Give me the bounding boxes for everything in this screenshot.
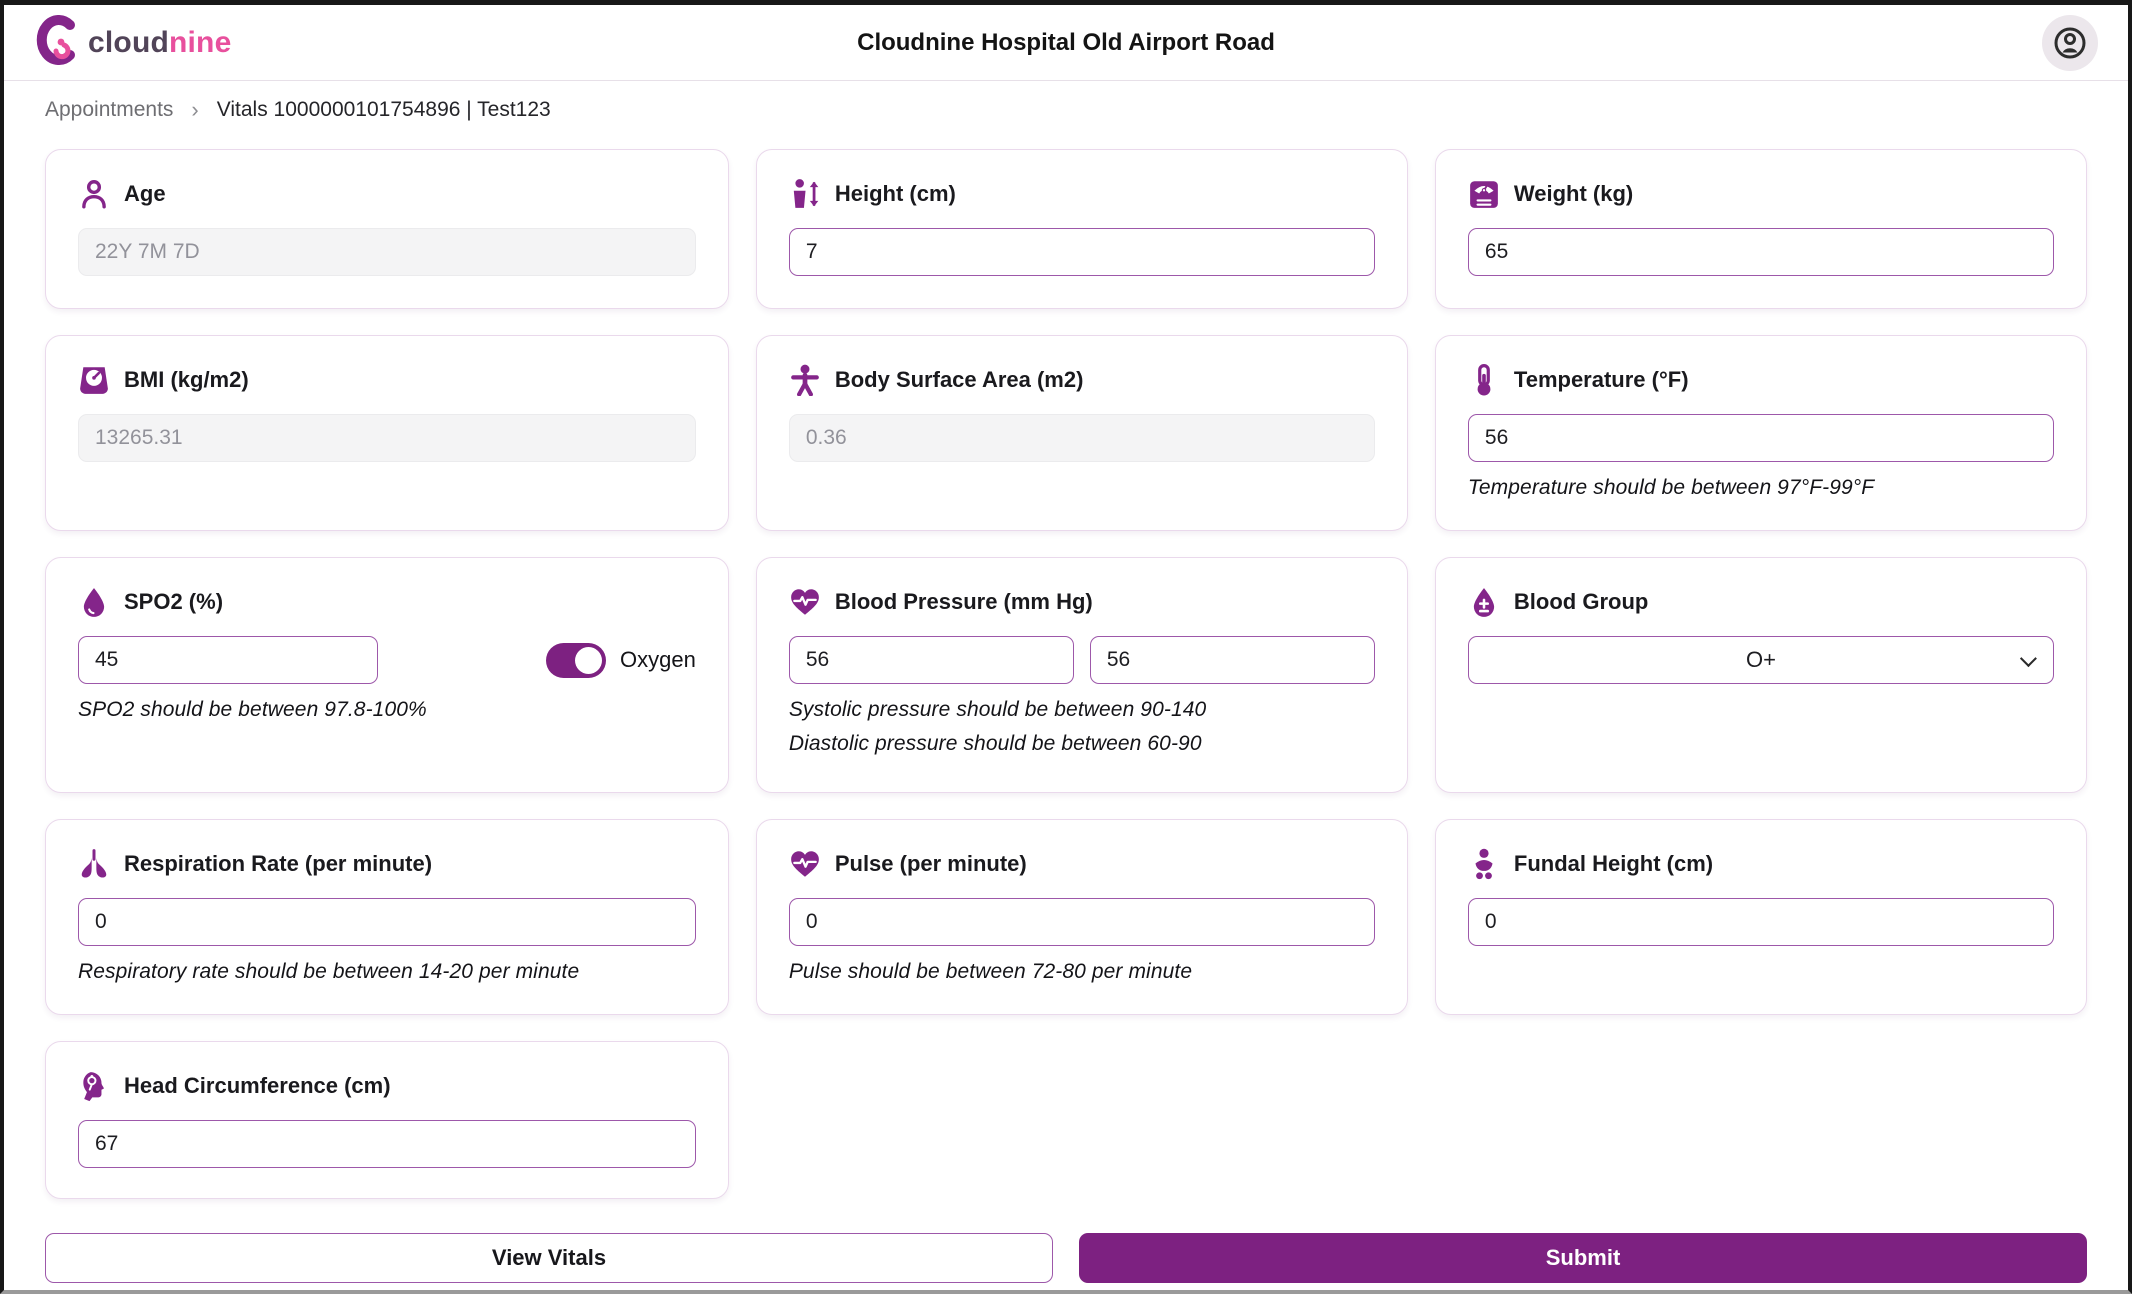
respiration-input[interactable] [78,898,696,946]
breadcrumb-separator-icon: › [191,97,199,122]
spo2-input[interactable] [78,636,378,684]
top-header: cloud nine Cloudnine Hospital Old Airport… [4,5,2128,81]
blood-drop-icon [1473,588,1495,617]
respiration-card: Respiration Rate (per minute) Respirator… [45,819,729,1015]
oxygen-toggle-knob [575,646,602,674]
bmi-gauge-icon [80,367,108,394]
pulse-input[interactable] [788,898,1375,946]
spo2-label: SPO2 (%) [124,589,224,614]
cloudnine-logo-icon [34,15,78,70]
lungs-icon [81,849,107,878]
pulse-label: Pulse (per minute) [834,851,1027,876]
heart-pulse-icon [790,589,819,615]
temperature-input[interactable] [1467,414,2054,462]
form-actions: View Vitals Submit [4,1199,2128,1297]
blood-group-select[interactable]: O+ [1467,636,2054,684]
weight-card: Weight (kg) [1434,149,2087,309]
height-ruler-icon [793,179,819,208]
bsa-input [788,414,1375,462]
blood-group-card: Blood Group O+ [1434,557,2087,793]
spo2-hint: SPO2 should be between 97.8-100% [78,698,427,721]
respiration-hint: Respiratory rate should be between 14-20… [78,960,580,983]
oxygen-toggle[interactable]: Oxygen [546,642,696,678]
head-circumference-input[interactable] [78,1120,696,1168]
height-input[interactable] [788,228,1375,276]
person-icon [82,180,106,209]
oxygen-toggle-track[interactable] [546,642,606,678]
head-circumference-label: Head Circumference (cm) [124,1073,391,1098]
blood-group-value: O+ [1745,647,1776,672]
weight-input[interactable] [1467,228,2054,276]
fundal-height-input[interactable] [1467,898,2054,946]
fundal-height-label: Fundal Height (cm) [1513,851,1714,876]
bmi-label: BMI (kg/m2) [124,367,249,392]
thermometer-icon [1477,364,1491,396]
age-label: Age [124,181,166,206]
droplet-icon [83,588,105,617]
blood-group-label: Blood Group [1513,589,1649,614]
blood-pressure-label: Blood Pressure (mm Hg) [834,589,1093,614]
user-circle-icon [2054,27,2086,58]
pulse-hint: Pulse should be between 72-80 per minute [788,960,1193,983]
breadcrumb: Appointments › Vitals 1000000101754896 |… [4,81,2128,139]
body-icon [790,364,819,396]
age-card: Age [45,149,729,309]
bsa-label: Body Surface Area (m2) [834,367,1084,392]
spo2-card: SPO2 (%) Oxygen SPO2 should be between 9… [45,557,729,793]
brand-wordmark: cloud nine [88,25,232,59]
systolic-hint: Systolic pressure should be between 90-1… [788,698,1207,721]
height-label: Height (cm) [834,181,956,206]
weight-label: Weight (kg) [1513,181,1634,206]
blood-pressure-card: Blood Pressure (mm Hg) Systolic pressure… [755,557,1408,793]
heart-pulse-icon [790,851,819,877]
head-icon [83,1072,104,1102]
vitals-form: Age Height (cm) [4,139,2128,1199]
submit-button[interactable]: Submit [1079,1233,2087,1283]
temperature-hint: Temperature should be between 97°F-99°F [1467,476,1875,499]
breadcrumb-current: Vitals 1000000101754896 | Test123 [216,98,551,121]
age-input [78,228,696,276]
temperature-card: Temperature (°F) Temperature should be b… [1434,335,2087,531]
pulse-card: Pulse (per minute) Pulse should be betwe… [755,819,1408,1015]
view-vitals-button[interactable]: View Vitals [45,1233,1053,1283]
temperature-label: Temperature (°F) [1513,367,1689,392]
fundal-height-card: Fundal Height (cm) [1434,819,2087,1015]
bmi-card: BMI (kg/m2) [45,335,729,531]
cloudnine-logo[interactable]: cloud nine [34,15,454,70]
height-card: Height (cm) [755,149,1408,309]
weighing-scale-icon [1470,181,1498,208]
diastolic-hint: Diastolic pressure should be between 60-… [788,732,1202,755]
oxygen-toggle-label: Oxygen [620,647,696,672]
systolic-input[interactable] [788,636,1074,684]
diastolic-input[interactable] [1089,636,1375,684]
breadcrumb-appointments[interactable]: Appointments [45,98,174,121]
baby-icon [1475,848,1493,880]
user-account-button[interactable] [2042,14,2098,71]
bmi-input [78,414,696,462]
bsa-card: Body Surface Area (m2) [755,335,1408,531]
respiration-label: Respiration Rate (per minute) [124,851,433,876]
page-title: Cloudnine Hospital Old Airport Road [857,28,1275,56]
head-circumference-card: Head Circumference (cm) [45,1041,729,1199]
